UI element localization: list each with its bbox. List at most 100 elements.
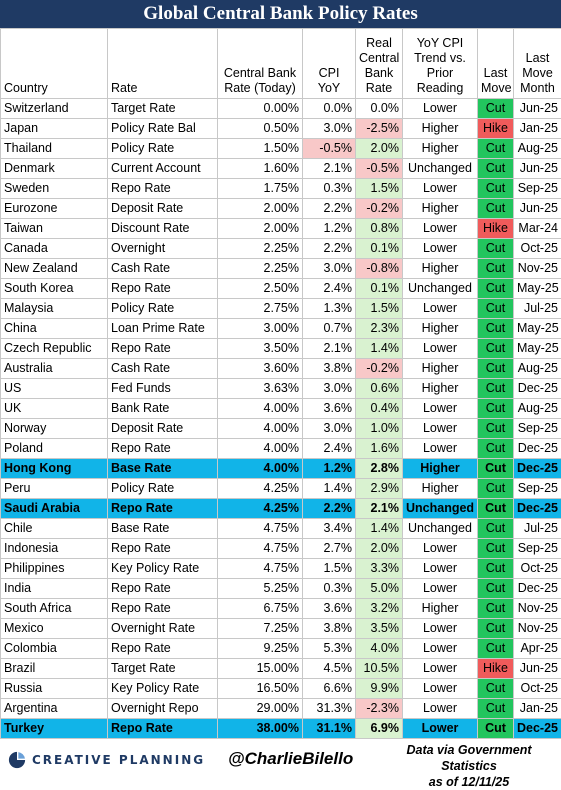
cell-cpi-yoy: 2.2% xyxy=(303,239,356,259)
cell-cpi-trend: Lower xyxy=(403,239,478,259)
cell-real-rate: 4.0% xyxy=(356,639,403,659)
cell-cpi-trend: Higher xyxy=(403,379,478,399)
cell-last-move: Cut xyxy=(478,439,514,459)
cell-last-move-month: Nov-25 xyxy=(514,599,561,619)
cell-cpi-yoy: 31.1% xyxy=(303,719,356,739)
cell-last-move: Cut xyxy=(478,259,514,279)
cell-cpi-trend: Lower xyxy=(403,219,478,239)
cell-rate-name: Policy Rate Bal xyxy=(108,119,218,139)
cell-real-rate: 0.4% xyxy=(356,399,403,419)
cell-real-rate: 3.2% xyxy=(356,599,403,619)
cell-country: UK xyxy=(1,399,108,419)
cell-last-move: Cut xyxy=(478,279,514,299)
cell-cpi-trend: Higher xyxy=(403,459,478,479)
cell-real-rate: -0.2% xyxy=(356,199,403,219)
cell-country: US xyxy=(1,379,108,399)
cell-cpi-trend: Lower xyxy=(403,419,478,439)
cell-cpi-yoy: 31.3% xyxy=(303,699,356,719)
cell-last-move: Cut xyxy=(478,699,514,719)
cell-country: Brazil xyxy=(1,659,108,679)
cell-cpi-yoy: 3.8% xyxy=(303,359,356,379)
cell-last-move: Cut xyxy=(478,139,514,159)
cell-last-move: Cut xyxy=(478,619,514,639)
cell-last-move: Cut xyxy=(478,199,514,219)
cell-country: Chile xyxy=(1,519,108,539)
cell-last-move: Cut xyxy=(478,299,514,319)
cell-last-move: Cut xyxy=(478,239,514,259)
cell-last-move-month: Oct-25 xyxy=(514,679,561,699)
cell-cpi-yoy: 5.3% xyxy=(303,639,356,659)
cell-last-move-month: Sep-25 xyxy=(514,539,561,559)
cell-cpi-yoy: 1.4% xyxy=(303,479,356,499)
cell-rate-name: Policy Rate xyxy=(108,479,218,499)
header-rate: Rate xyxy=(108,29,218,99)
cell-central-bank-rate: 3.60% xyxy=(218,359,303,379)
cell-central-bank-rate: 29.00% xyxy=(218,699,303,719)
cell-cpi-trend: Lower xyxy=(403,679,478,699)
cell-rate-name: Key Policy Rate xyxy=(108,559,218,579)
cell-last-move-month: May-25 xyxy=(514,279,561,299)
cell-rate-name: Overnight Rate xyxy=(108,619,218,639)
cell-cpi-yoy: 3.6% xyxy=(303,399,356,419)
cell-country: India xyxy=(1,579,108,599)
cell-last-move: Cut xyxy=(478,319,514,339)
cell-central-bank-rate: 9.25% xyxy=(218,639,303,659)
cell-last-move: Cut xyxy=(478,339,514,359)
cell-last-move: Cut xyxy=(478,159,514,179)
cell-last-move: Cut xyxy=(478,479,514,499)
cell-last-move: Cut xyxy=(478,499,514,519)
cell-cpi-trend: Lower xyxy=(403,539,478,559)
cell-rate-name: Cash Rate xyxy=(108,359,218,379)
cell-cpi-trend: Lower xyxy=(403,299,478,319)
cell-last-move: Cut xyxy=(478,179,514,199)
header-last-move: Last Move xyxy=(478,29,514,99)
cell-last-move-month: Jul-25 xyxy=(514,519,561,539)
cell-real-rate: 2.9% xyxy=(356,479,403,499)
cell-rate-name: Cash Rate xyxy=(108,259,218,279)
cell-rate-name: Deposit Rate xyxy=(108,419,218,439)
cell-last-move-month: Dec-25 xyxy=(514,439,561,459)
cell-cpi-yoy: 3.4% xyxy=(303,519,356,539)
cell-central-bank-rate: 3.00% xyxy=(218,319,303,339)
cell-last-move-month: Sep-25 xyxy=(514,419,561,439)
source-date: as of 12/11/25 xyxy=(389,774,549,790)
cell-last-move: Hike xyxy=(478,659,514,679)
cell-cpi-trend: Lower xyxy=(403,619,478,639)
cell-last-move-month: Apr-25 xyxy=(514,639,561,659)
cell-country: Switzerland xyxy=(1,99,108,119)
cell-country: Eurozone xyxy=(1,199,108,219)
cell-cpi-trend: Higher xyxy=(403,599,478,619)
cell-central-bank-rate: 0.50% xyxy=(218,119,303,139)
brand-logo: CREATIVE PLANNING xyxy=(8,751,205,769)
cell-rate-name: Repo Rate xyxy=(108,539,218,559)
cell-cpi-yoy: 3.0% xyxy=(303,119,356,139)
cell-cpi-trend: Higher xyxy=(403,259,478,279)
header-real-rate: Real Central Bank Rate xyxy=(356,29,403,99)
cell-cpi-trend: Lower xyxy=(403,339,478,359)
cell-last-move-month: May-25 xyxy=(514,319,561,339)
cell-real-rate: 2.0% xyxy=(356,139,403,159)
cell-rate-name: Overnight Repo xyxy=(108,699,218,719)
cell-real-rate: 1.5% xyxy=(356,299,403,319)
cell-real-rate: 9.9% xyxy=(356,679,403,699)
cell-cpi-yoy: 3.8% xyxy=(303,619,356,639)
cell-last-move-month: Jul-25 xyxy=(514,299,561,319)
cell-country: Hong Kong xyxy=(1,459,108,479)
cell-last-move-month: Sep-25 xyxy=(514,179,561,199)
cell-last-move-month: Dec-25 xyxy=(514,579,561,599)
cell-central-bank-rate: 4.75% xyxy=(218,559,303,579)
cell-cpi-trend: Higher xyxy=(403,319,478,339)
cell-real-rate: -0.2% xyxy=(356,359,403,379)
